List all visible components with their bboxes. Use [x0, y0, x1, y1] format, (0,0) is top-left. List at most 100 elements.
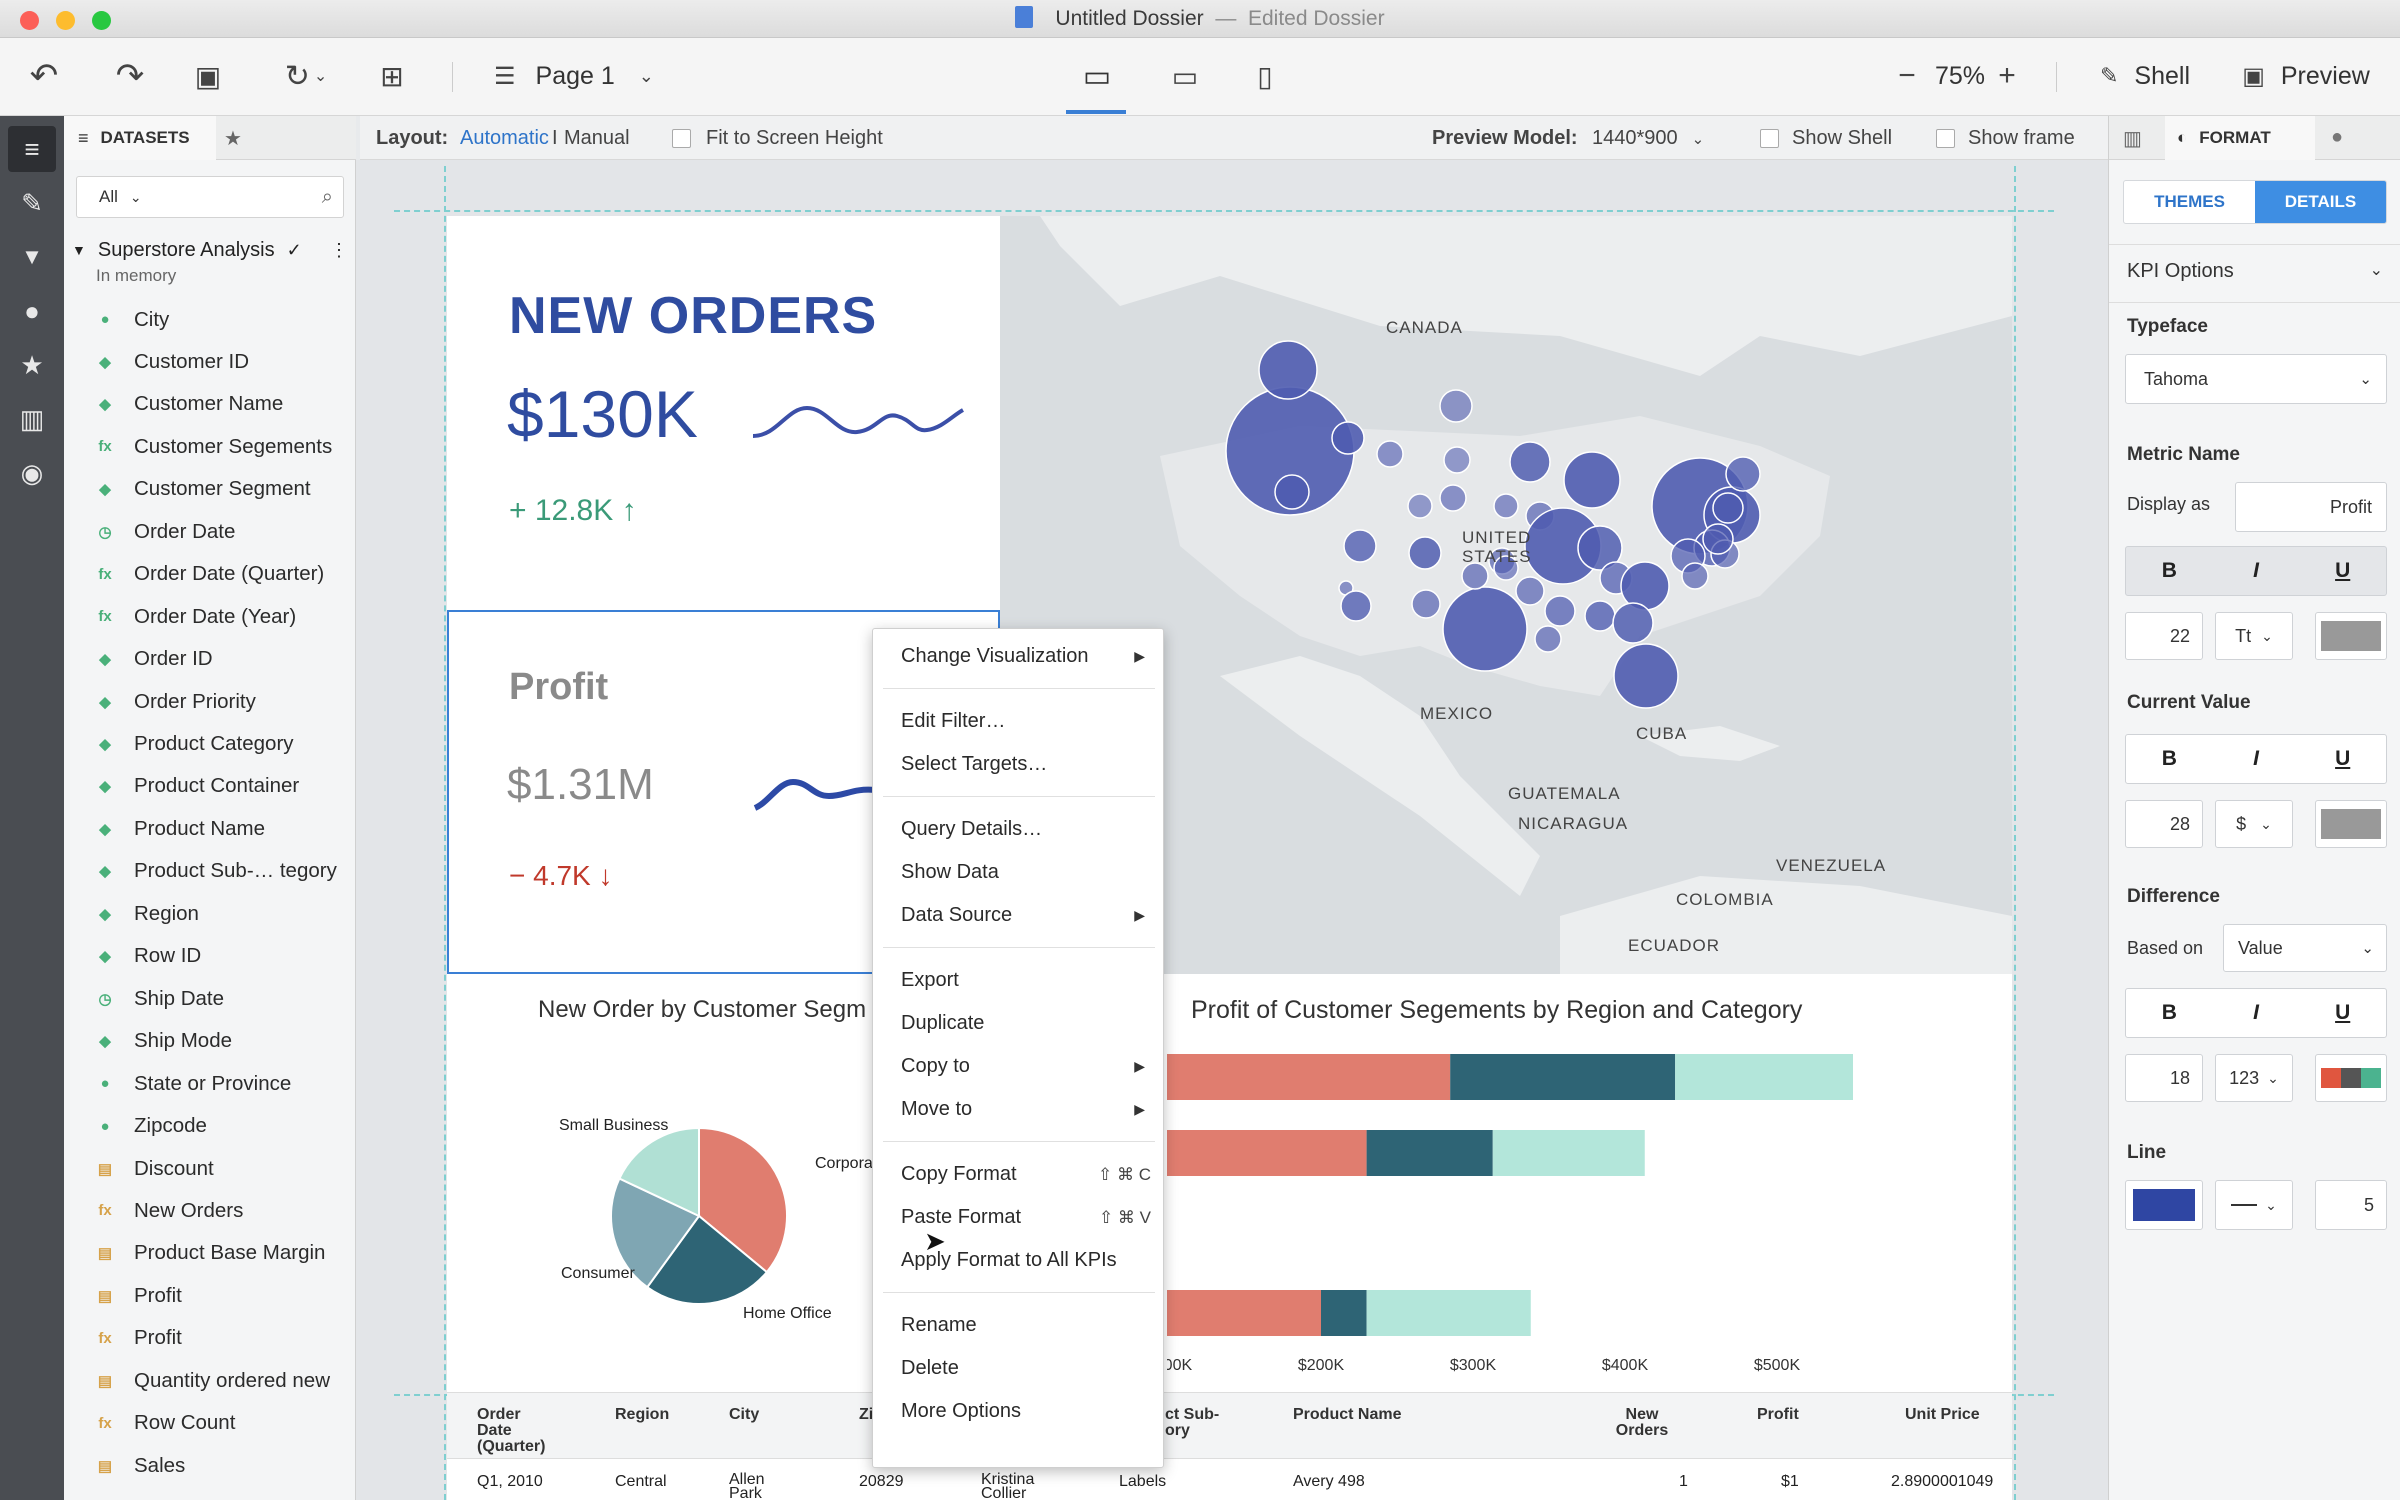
field-item[interactable]: ▤ Product Base Margin [64, 1232, 356, 1275]
map-bubble[interactable] [1443, 446, 1471, 474]
field-item[interactable]: ● Zipcode [64, 1105, 356, 1148]
map-bubble[interactable] [1408, 536, 1442, 570]
show-frame-checkbox[interactable] [1936, 129, 1955, 148]
favorites-icon[interactable]: ★ [20, 349, 44, 380]
field-item[interactable]: ▤ Sales [64, 1444, 356, 1487]
difference-format-select[interactable]: 123 ⌄ [2215, 1054, 2293, 1102]
map-bubble[interactable] [1493, 493, 1519, 519]
map-bubble[interactable] [1612, 602, 1654, 644]
redo-icon[interactable]: ↷ [115, 57, 145, 95]
map-bubble[interactable] [1343, 529, 1377, 563]
tab-details[interactable]: DETAILS [2255, 181, 2386, 223]
metric-font-size-input[interactable]: 22 [2125, 612, 2203, 660]
show-shell-checkbox[interactable] [1760, 129, 1779, 148]
bar-segment[interactable] [1167, 1130, 1367, 1176]
map-bubble[interactable] [1563, 451, 1621, 509]
field-item[interactable]: ◆ Product Container [64, 765, 356, 808]
zoom-out-button[interactable]: − [1898, 59, 1916, 92]
bar-segment[interactable] [1450, 1054, 1676, 1100]
field-item[interactable]: ◷ Ship Date [64, 977, 356, 1020]
underline-button[interactable]: U [2335, 1001, 2351, 1024]
menu-item-export[interactable]: Export [873, 959, 1165, 1002]
kpi-new-orders[interactable]: NEW ORDERS $130K + 12.8K ↑ [447, 216, 1000, 610]
bar-segment[interactable] [1675, 1054, 1853, 1100]
grid-header-new-orders[interactable]: New Orders [1615, 1406, 1669, 1439]
menu-item-delete[interactable]: Delete [873, 1347, 1165, 1390]
pie-slice[interactable] [618, 1126, 700, 1218]
grid-header-order-date[interactable]: Order Date (Quarter) [477, 1406, 546, 1455]
menu-item-paste-format[interactable]: Paste Format ⇧ ⌘ V [873, 1196, 1165, 1239]
map-bubble[interactable] [1461, 562, 1489, 590]
display-as-input[interactable]: Profit [2235, 482, 2387, 532]
grid-header-unit-price[interactable]: Unit Price [1905, 1406, 1980, 1423]
bubble-map[interactable]: CANADA UNITED STATES MEXICO CUBA GUATEMA… [1000, 216, 2012, 974]
menu-item-more-options[interactable]: More Options [873, 1390, 1165, 1433]
map-bubble[interactable] [1544, 595, 1576, 627]
shell-button[interactable]: ✎ Shell [2080, 50, 2210, 102]
metric-color-picker[interactable] [2315, 612, 2387, 660]
chart-icon[interactable]: ▥ [19, 403, 45, 434]
field-item[interactable]: ▤ Quantity ordered new [64, 1359, 356, 1402]
field-item[interactable]: ◆ Order Priority [64, 680, 356, 723]
field-item[interactable]: fx Order Date (Quarter) [64, 553, 356, 596]
field-item[interactable]: ◆ Ship Mode [64, 1020, 356, 1063]
tablet-view-icon[interactable]: ▭ [1171, 60, 1199, 92]
line-width-input[interactable]: 5 [2315, 1180, 2387, 1230]
filter-icon[interactable]: ▼ [21, 244, 43, 269]
field-item[interactable]: ● State or Province [64, 1062, 356, 1105]
field-item[interactable]: ◆ Customer Segment [64, 468, 356, 511]
map-bubble[interactable] [1515, 576, 1545, 606]
grid-header-profit[interactable]: Profit [1757, 1406, 1799, 1423]
map-bubble[interactable] [1340, 590, 1372, 622]
fit-to-screen-checkbox[interactable] [672, 129, 691, 148]
menu-item-copy-to[interactable]: Copy to ▶ [873, 1045, 1165, 1088]
page-selector[interactable]: ☰ Page 1 ⌄ [494, 50, 684, 102]
tab-themes[interactable]: THEMES [2154, 192, 2225, 211]
current-format-select[interactable]: $ ⌄ [2215, 800, 2293, 848]
refresh-icon[interactable]: ↻ ⌄ [284, 59, 328, 93]
menu-item-move-to[interactable]: Move to ▶ [873, 1088, 1165, 1131]
undo-icon[interactable]: ↶ [29, 57, 59, 95]
bar-segment[interactable] [1366, 1290, 1531, 1336]
field-item[interactable]: fx Order Date (Year) [64, 595, 356, 638]
field-item[interactable]: ◆ Row ID [64, 935, 356, 978]
preview-button[interactable]: ▣ Preview [2226, 50, 2386, 102]
field-item[interactable]: ◆ Customer ID [64, 340, 356, 383]
datasets-icon[interactable]: ≡ [8, 126, 56, 172]
bold-button[interactable]: B [2161, 1001, 2177, 1024]
map-bubble[interactable] [1613, 643, 1679, 709]
field-item[interactable]: fx New Orders [64, 1189, 356, 1232]
italic-button[interactable]: I [2253, 747, 2259, 770]
map-bubble[interactable] [1584, 600, 1616, 632]
menu-item-select-targets[interactable]: Select Targets… [873, 743, 1165, 786]
menu-item-rename[interactable]: Rename [873, 1304, 1165, 1347]
menu-item-data-source[interactable]: Data Source ▶ [873, 894, 1165, 937]
map-bubble[interactable] [1331, 421, 1365, 455]
bar-chart-widget[interactable]: Profit of Customer Segements by Region a… [1167, 974, 2012, 1392]
field-item[interactable]: ◆ Order ID [64, 638, 356, 681]
field-item[interactable]: fx Row Count [64, 1402, 356, 1445]
bar-segment[interactable] [1492, 1130, 1645, 1176]
line-color-picker[interactable] [2125, 1180, 2203, 1230]
maximize-window-button[interactable] [92, 11, 111, 30]
insights-icon[interactable]: ◉ [20, 457, 44, 488]
grid-header-zip[interactable]: Zi [859, 1406, 874, 1423]
typeface-select[interactable]: Tahoma ⌄ [2125, 354, 2387, 404]
bar-segment[interactable] [1321, 1290, 1367, 1336]
edit-icon[interactable]: ✎ [21, 187, 43, 218]
palette-icon[interactable]: ● [24, 295, 40, 326]
map-bubble[interactable] [1376, 440, 1404, 468]
difference-font-size-input[interactable]: 18 [2125, 1054, 2203, 1102]
grid-header-product-name[interactable]: Product Name [1293, 1406, 1402, 1423]
field-item[interactable]: ▤ Discount [64, 1147, 356, 1190]
field-item[interactable]: ◷ Order Date [64, 510, 356, 553]
format-painter-icon[interactable]: ⊞ [380, 60, 404, 92]
bar-segment[interactable] [1167, 1054, 1451, 1100]
map-bubble[interactable] [1411, 589, 1441, 619]
underline-button[interactable]: U [2335, 747, 2351, 770]
dataset-header[interactable]: ▼ Superstore Analysis ✓ ⋮ [72, 236, 352, 264]
map-bubble[interactable] [1534, 625, 1562, 653]
menu-item-apply-format-to-all-kpis[interactable]: Apply Format to All KPIs [873, 1239, 1165, 1282]
minimize-window-button[interactable] [56, 11, 75, 30]
desktop-view-icon[interactable]: ▭ [1082, 59, 1112, 93]
